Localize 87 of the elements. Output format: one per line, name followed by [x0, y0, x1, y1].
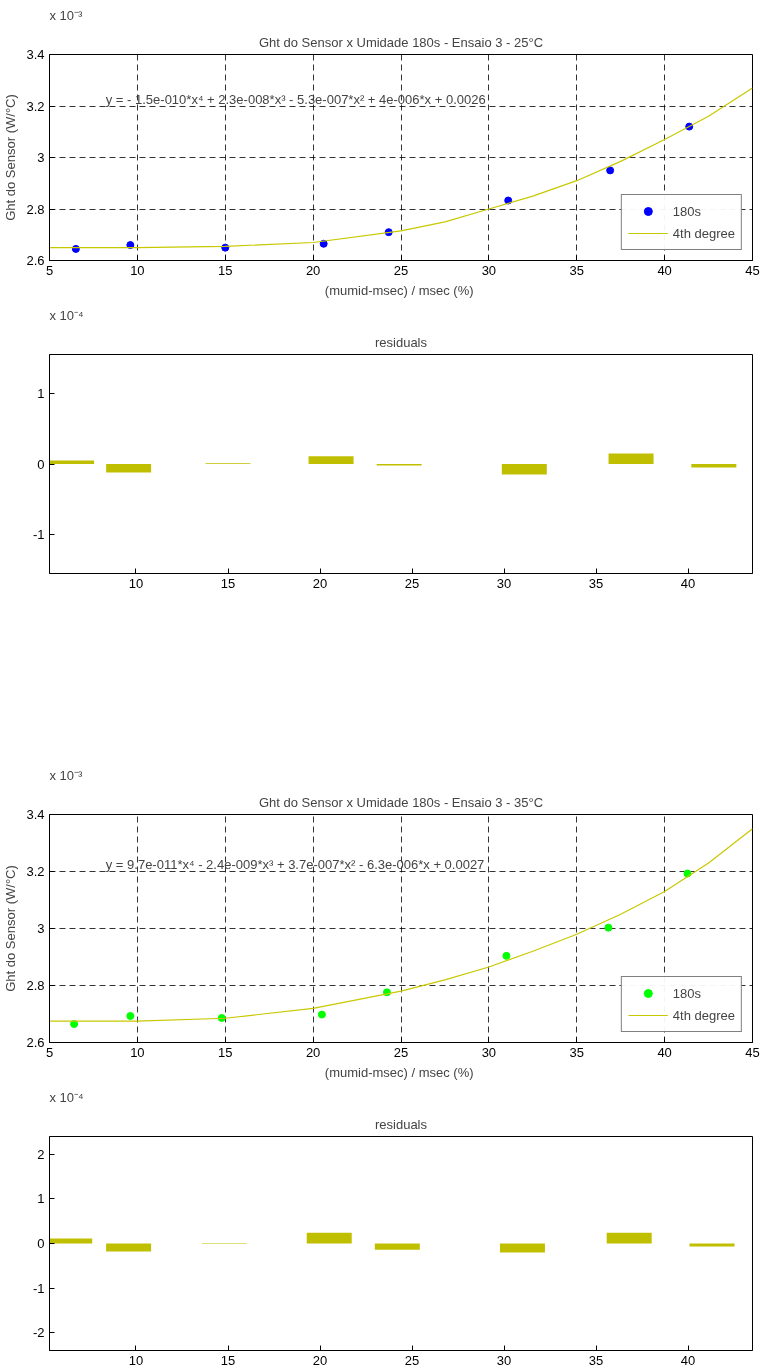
bar: [49, 1238, 93, 1244]
legend-label: 180s: [672, 985, 702, 1001]
point: [502, 951, 511, 960]
x-tick-label: 30: [496, 1352, 512, 1367]
x-tick-label: 25: [404, 1352, 420, 1367]
line-series: [49, 828, 753, 1022]
x-tick-label: 45: [745, 1044, 760, 1060]
y-axis-title: Ght do Sensor (W/°C): [3, 865, 19, 992]
point: [606, 166, 615, 175]
y-tick-label: 3.2: [26, 98, 45, 114]
x-tick-label: 40: [680, 575, 696, 591]
y-tick-label: 3.2: [26, 864, 45, 879]
chart-title: residuals: [374, 1116, 428, 1132]
y-tick-label: 2: [37, 1146, 45, 1162]
text: x 10⁻³: [49, 767, 84, 783]
point: [317, 1010, 326, 1019]
point: [604, 923, 613, 932]
x-tick-label: 40: [680, 1352, 696, 1367]
bar: [306, 1232, 352, 1244]
y-tick-label: 0: [37, 1236, 45, 1251]
x-tick-label: 20: [305, 1044, 321, 1060]
x-tick-label: 20: [312, 575, 328, 591]
y-tick-label: 3: [37, 150, 45, 165]
y-tick-label: -1: [32, 527, 45, 543]
x-tick-label: 10: [130, 1044, 145, 1060]
x-tick-label: 5: [45, 262, 54, 278]
x-tick-label: 10: [128, 575, 144, 591]
x-tick-label: 15: [218, 262, 233, 278]
x-tick-label: 35: [588, 1352, 604, 1367]
y-tick-label: 1: [37, 385, 45, 401]
x-tick-label: 25: [404, 575, 420, 591]
text: x 10⁻⁴: [49, 1089, 84, 1105]
text: x 10⁻³: [49, 7, 84, 23]
x-axis-title: (mumid-msec) / msec (%): [324, 1064, 474, 1080]
y-tick-label: 2.6: [26, 1035, 45, 1050]
text: x 10⁻⁴: [49, 307, 84, 323]
y-tick-label: 3: [37, 921, 45, 936]
x-tick-label: 35: [569, 1044, 584, 1060]
x-tick-label: 10: [130, 262, 145, 278]
bar: [374, 1243, 420, 1250]
legend-label: 4th degree: [672, 225, 735, 241]
chart-title: Ght do Sensor x Umidade 180s - Ensaio 3 - 35°C: [258, 794, 544, 810]
annotation: y = 9.7e-011*x⁴ - 2.4e-009*x³ + 3.7e-007*x² - 6.3e-006*x + 0.0027: [105, 857, 485, 873]
chart-title: Ght do Sensor x Umidade 180s - Ensaio 3 - 25°C: [258, 34, 544, 50]
x-tick-label: 15: [220, 575, 236, 591]
x-tick-label: 35: [588, 575, 604, 591]
y-tick-label: 0: [37, 456, 45, 472]
x-tick-label: 15: [218, 1044, 233, 1060]
y-tick-label: 1: [37, 1191, 45, 1207]
x-tick-label: 5: [45, 1044, 54, 1060]
annotation: y = - 1.5e-010*x⁴ + 2.3e-008*x³ - 5.3e-007*x² + 4e-006*x + 0.0026: [105, 92, 486, 108]
bar: [308, 456, 354, 464]
y-tick-label: -2: [32, 1325, 45, 1341]
bar: [501, 464, 547, 475]
x-tick-label: 35: [569, 262, 584, 278]
x-tick-label: 15: [220, 1352, 236, 1367]
y-tick-label: 2.6: [26, 253, 45, 268]
y-tick-label: 2.8: [26, 978, 45, 993]
bar: [691, 464, 737, 468]
x-tick-label: 25: [393, 262, 409, 278]
chart-title: residuals: [374, 334, 428, 350]
x-axis-title: (mumid-msec) / msec (%): [324, 282, 474, 298]
y-axis-title: Ght do Sensor (W/°C): [3, 94, 19, 221]
x-tick-label: 20: [312, 1352, 328, 1367]
x-tick-label: 30: [481, 262, 497, 278]
bar: [106, 1243, 152, 1252]
bar: [106, 464, 152, 473]
y-tick-label: 2.8: [26, 201, 45, 217]
x-tick-label: 25: [393, 1044, 409, 1060]
bar: [606, 1232, 652, 1244]
y-tick-label: 3.4: [26, 47, 45, 62]
x-tick-label: 30: [481, 1044, 497, 1060]
bar: [499, 1243, 545, 1253]
x-tick-label: 40: [657, 1044, 672, 1060]
x-tick-label: 20: [305, 262, 321, 278]
x-tick-label: 45: [745, 262, 760, 278]
bar: [49, 460, 95, 464]
x-tick-label: 40: [657, 262, 672, 278]
y-tick-label: 3.4: [26, 807, 45, 822]
x-tick-label: 10: [128, 1352, 144, 1367]
bar: [689, 1243, 735, 1247]
point: [126, 1012, 135, 1020]
legend-label: 4th degree: [672, 1007, 735, 1023]
x-tick-label: 30: [496, 575, 512, 591]
bar: [608, 453, 654, 464]
y-tick-label: -1: [32, 1280, 45, 1296]
legend-label: 180s: [672, 203, 702, 219]
